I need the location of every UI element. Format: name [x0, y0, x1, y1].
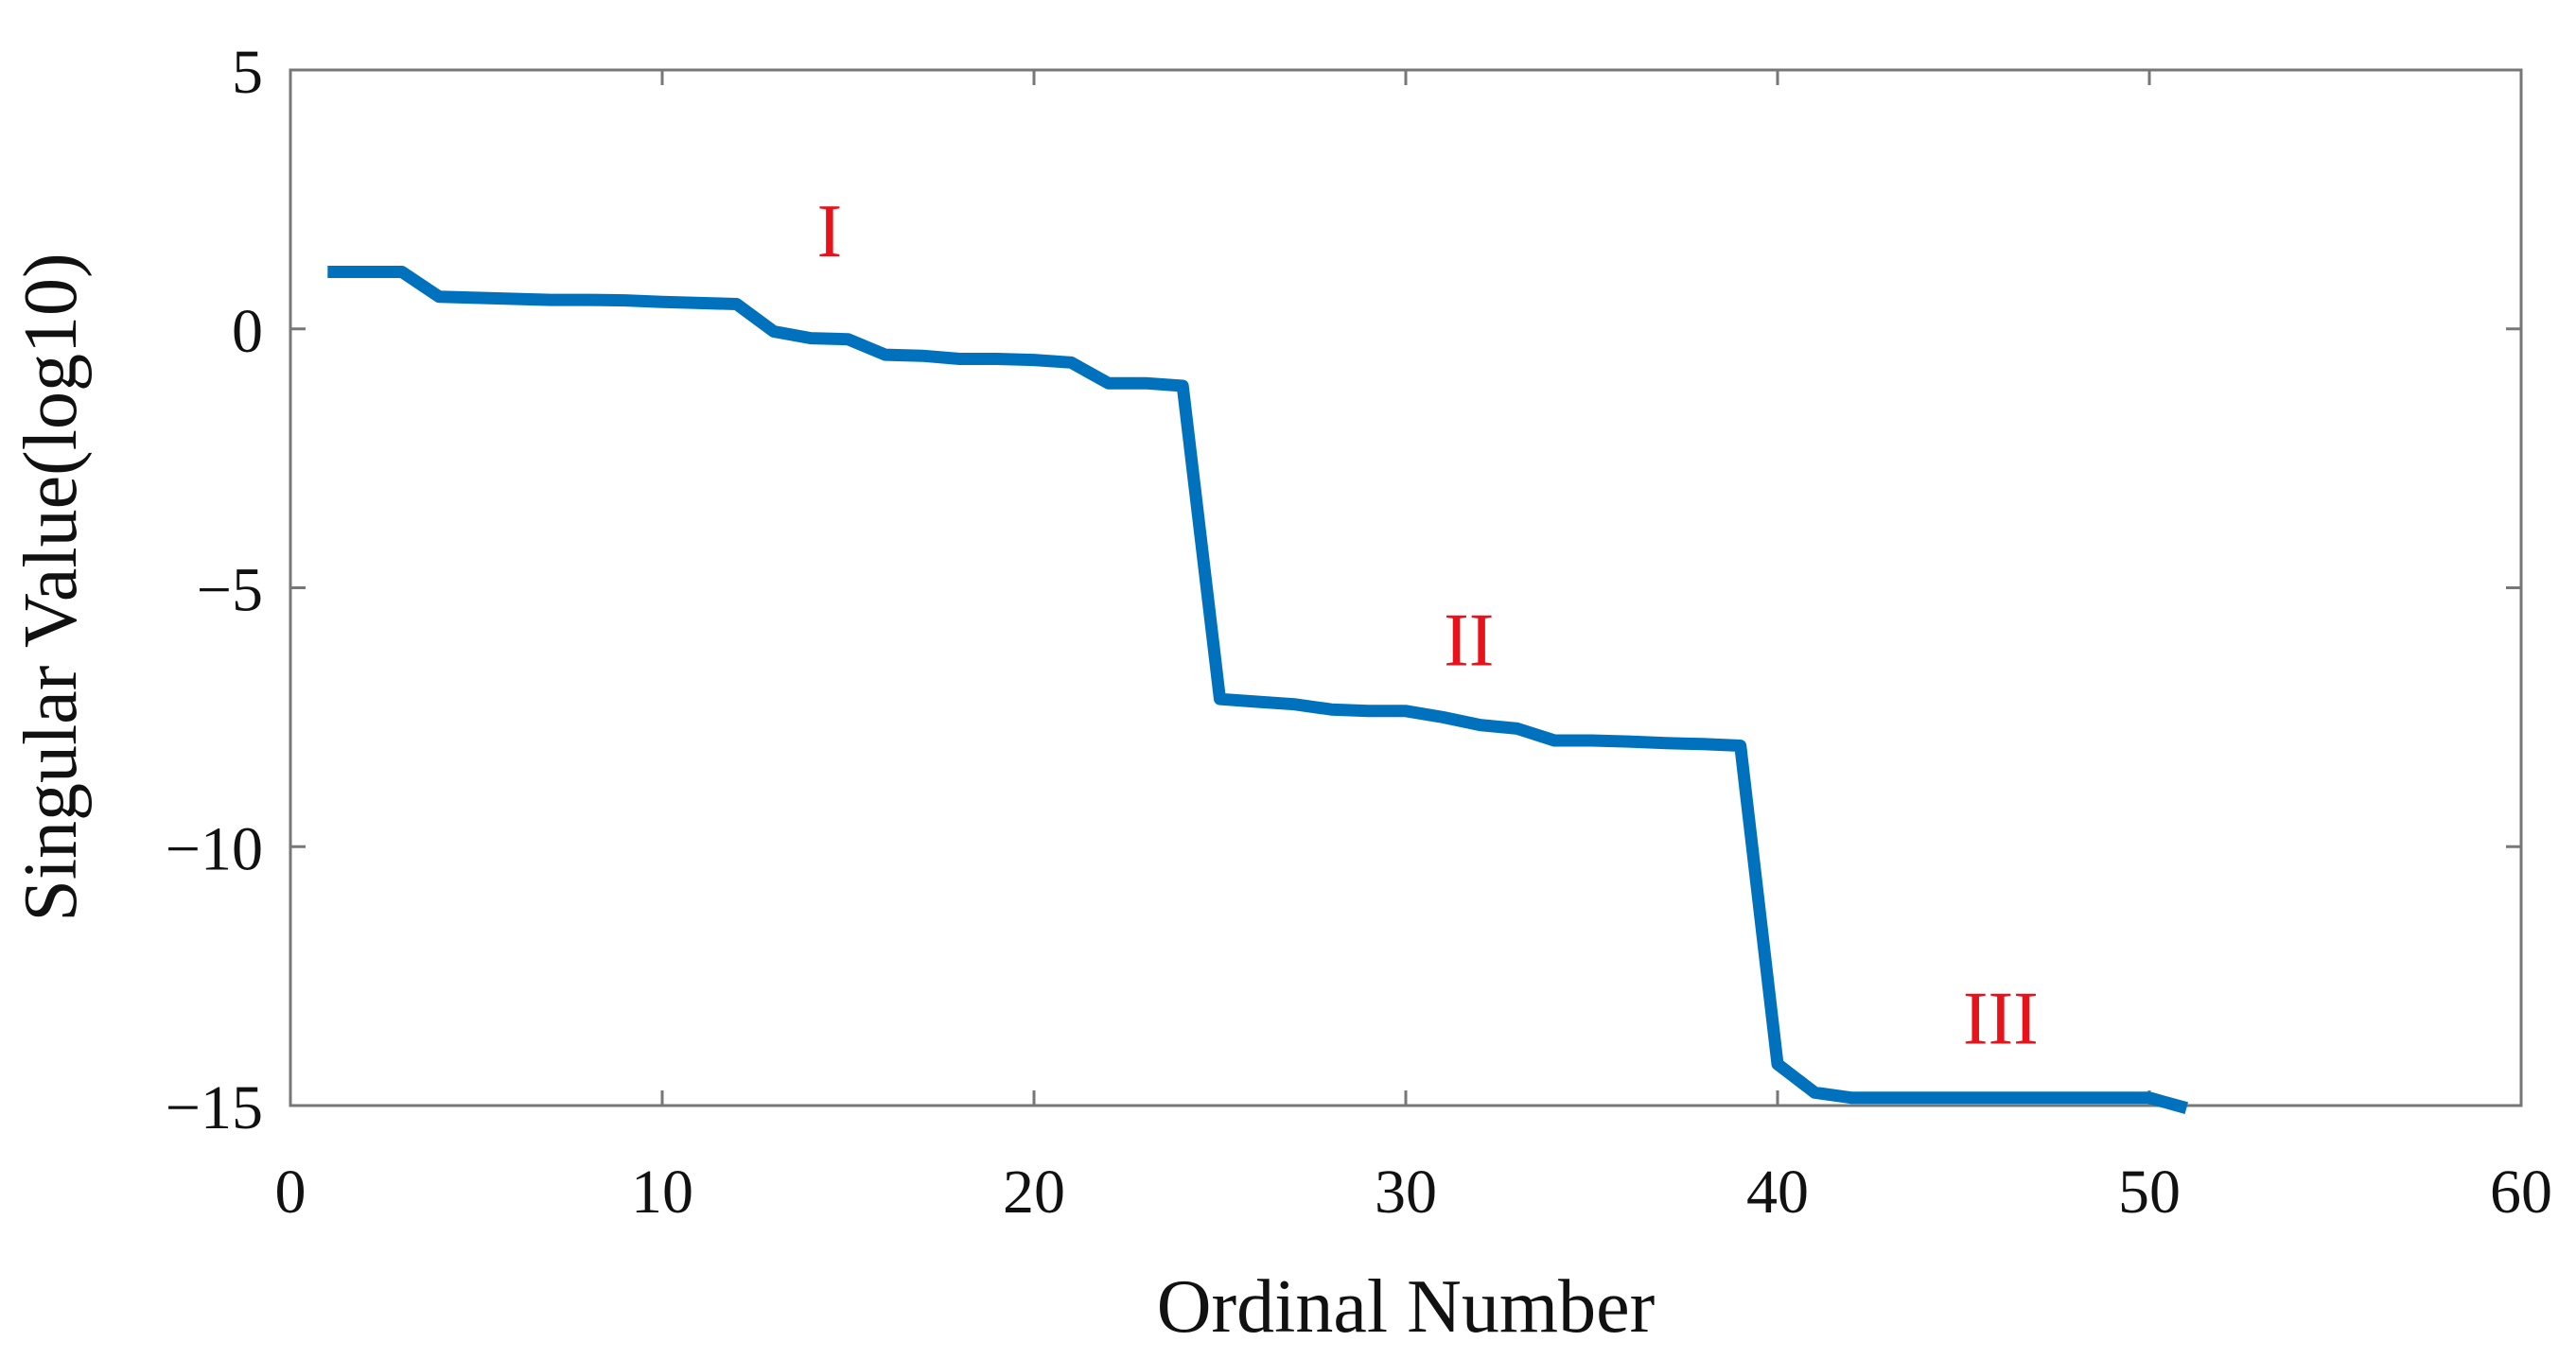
y-tick-label: 0 — [232, 297, 263, 366]
x-tick-label: 0 — [275, 1158, 307, 1227]
x-tick-label: 50 — [2118, 1158, 2181, 1227]
y-tick-label: 5 — [232, 38, 263, 107]
region-label: II — [1444, 600, 1494, 683]
x-axis-title: Ordinal Number — [1157, 1265, 1656, 1349]
region-label: I — [817, 190, 843, 273]
x-tick-label: 60 — [2490, 1158, 2552, 1227]
y-axis-title: Singular Value(log10) — [9, 253, 93, 921]
y-tick-label: −15 — [166, 1073, 263, 1142]
x-tick-label: 30 — [1375, 1158, 1437, 1227]
y-tick-label: −10 — [166, 814, 263, 883]
plot-frame — [289, 68, 2523, 1107]
y-tick-label: −5 — [197, 556, 263, 625]
series-line — [327, 266, 2189, 1114]
x-tick-label: 20 — [1003, 1158, 1065, 1227]
x-tick-label: 10 — [631, 1158, 693, 1227]
x-tick-label: 40 — [1746, 1158, 1809, 1227]
region-label: III — [1963, 977, 2039, 1060]
